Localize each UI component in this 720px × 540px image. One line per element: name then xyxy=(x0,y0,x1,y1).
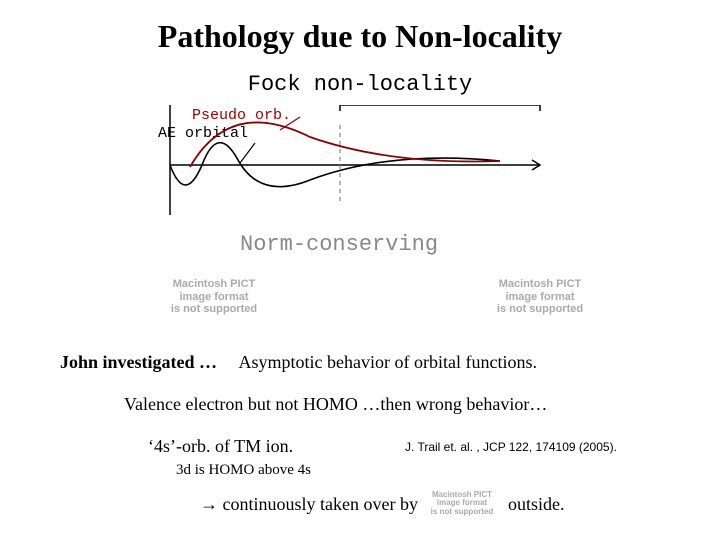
slide-subtitle: Fock non-locality xyxy=(0,72,720,97)
norm-conserving-label: Norm-conserving xyxy=(240,232,438,257)
orbital-svg xyxy=(160,105,560,235)
pict-line: image format xyxy=(154,291,274,304)
john-line: John investigated … Asymptotic behavior … xyxy=(60,352,537,373)
citation: J. Trail et. al. , JCP 122, 174109 (2005… xyxy=(405,440,617,454)
pict-line: Macintosh PICT xyxy=(480,278,600,291)
john-bold: John investigated … xyxy=(60,352,217,372)
orbital-chart xyxy=(160,105,560,235)
fours-line: ‘4s’-orb. of TM ion. xyxy=(148,436,293,457)
continuation-a: → continuously taken over by xyxy=(200,494,418,515)
threed-line: 3d is HOMO above 4s xyxy=(176,462,311,479)
slide-title: Pathology due to Non-locality xyxy=(0,18,720,55)
pict-line: is not supported xyxy=(154,303,274,316)
pseudo-orbital-curve xyxy=(190,122,500,167)
pict-line: image format xyxy=(480,291,600,304)
pict-line: is not supported xyxy=(424,508,500,516)
pict-placeholder-left: Macintosh PICT image format is not suppo… xyxy=(154,278,274,316)
continuation-b: outside. xyxy=(508,494,565,515)
ae-leader-line xyxy=(240,143,255,163)
john-rest: Asymptotic behavior of orbital functions… xyxy=(239,352,537,372)
bracket-icon xyxy=(340,105,540,111)
valence-line: Valence electron but not HOMO …then wron… xyxy=(124,394,547,415)
pict-line: is not supported xyxy=(480,303,600,316)
pict-placeholder-right: Macintosh PICT image format is not suppo… xyxy=(480,278,600,316)
pict-line: Macintosh PICT xyxy=(154,278,274,291)
pict-placeholder-inline: Macintosh PICT image format is not suppo… xyxy=(424,491,500,516)
